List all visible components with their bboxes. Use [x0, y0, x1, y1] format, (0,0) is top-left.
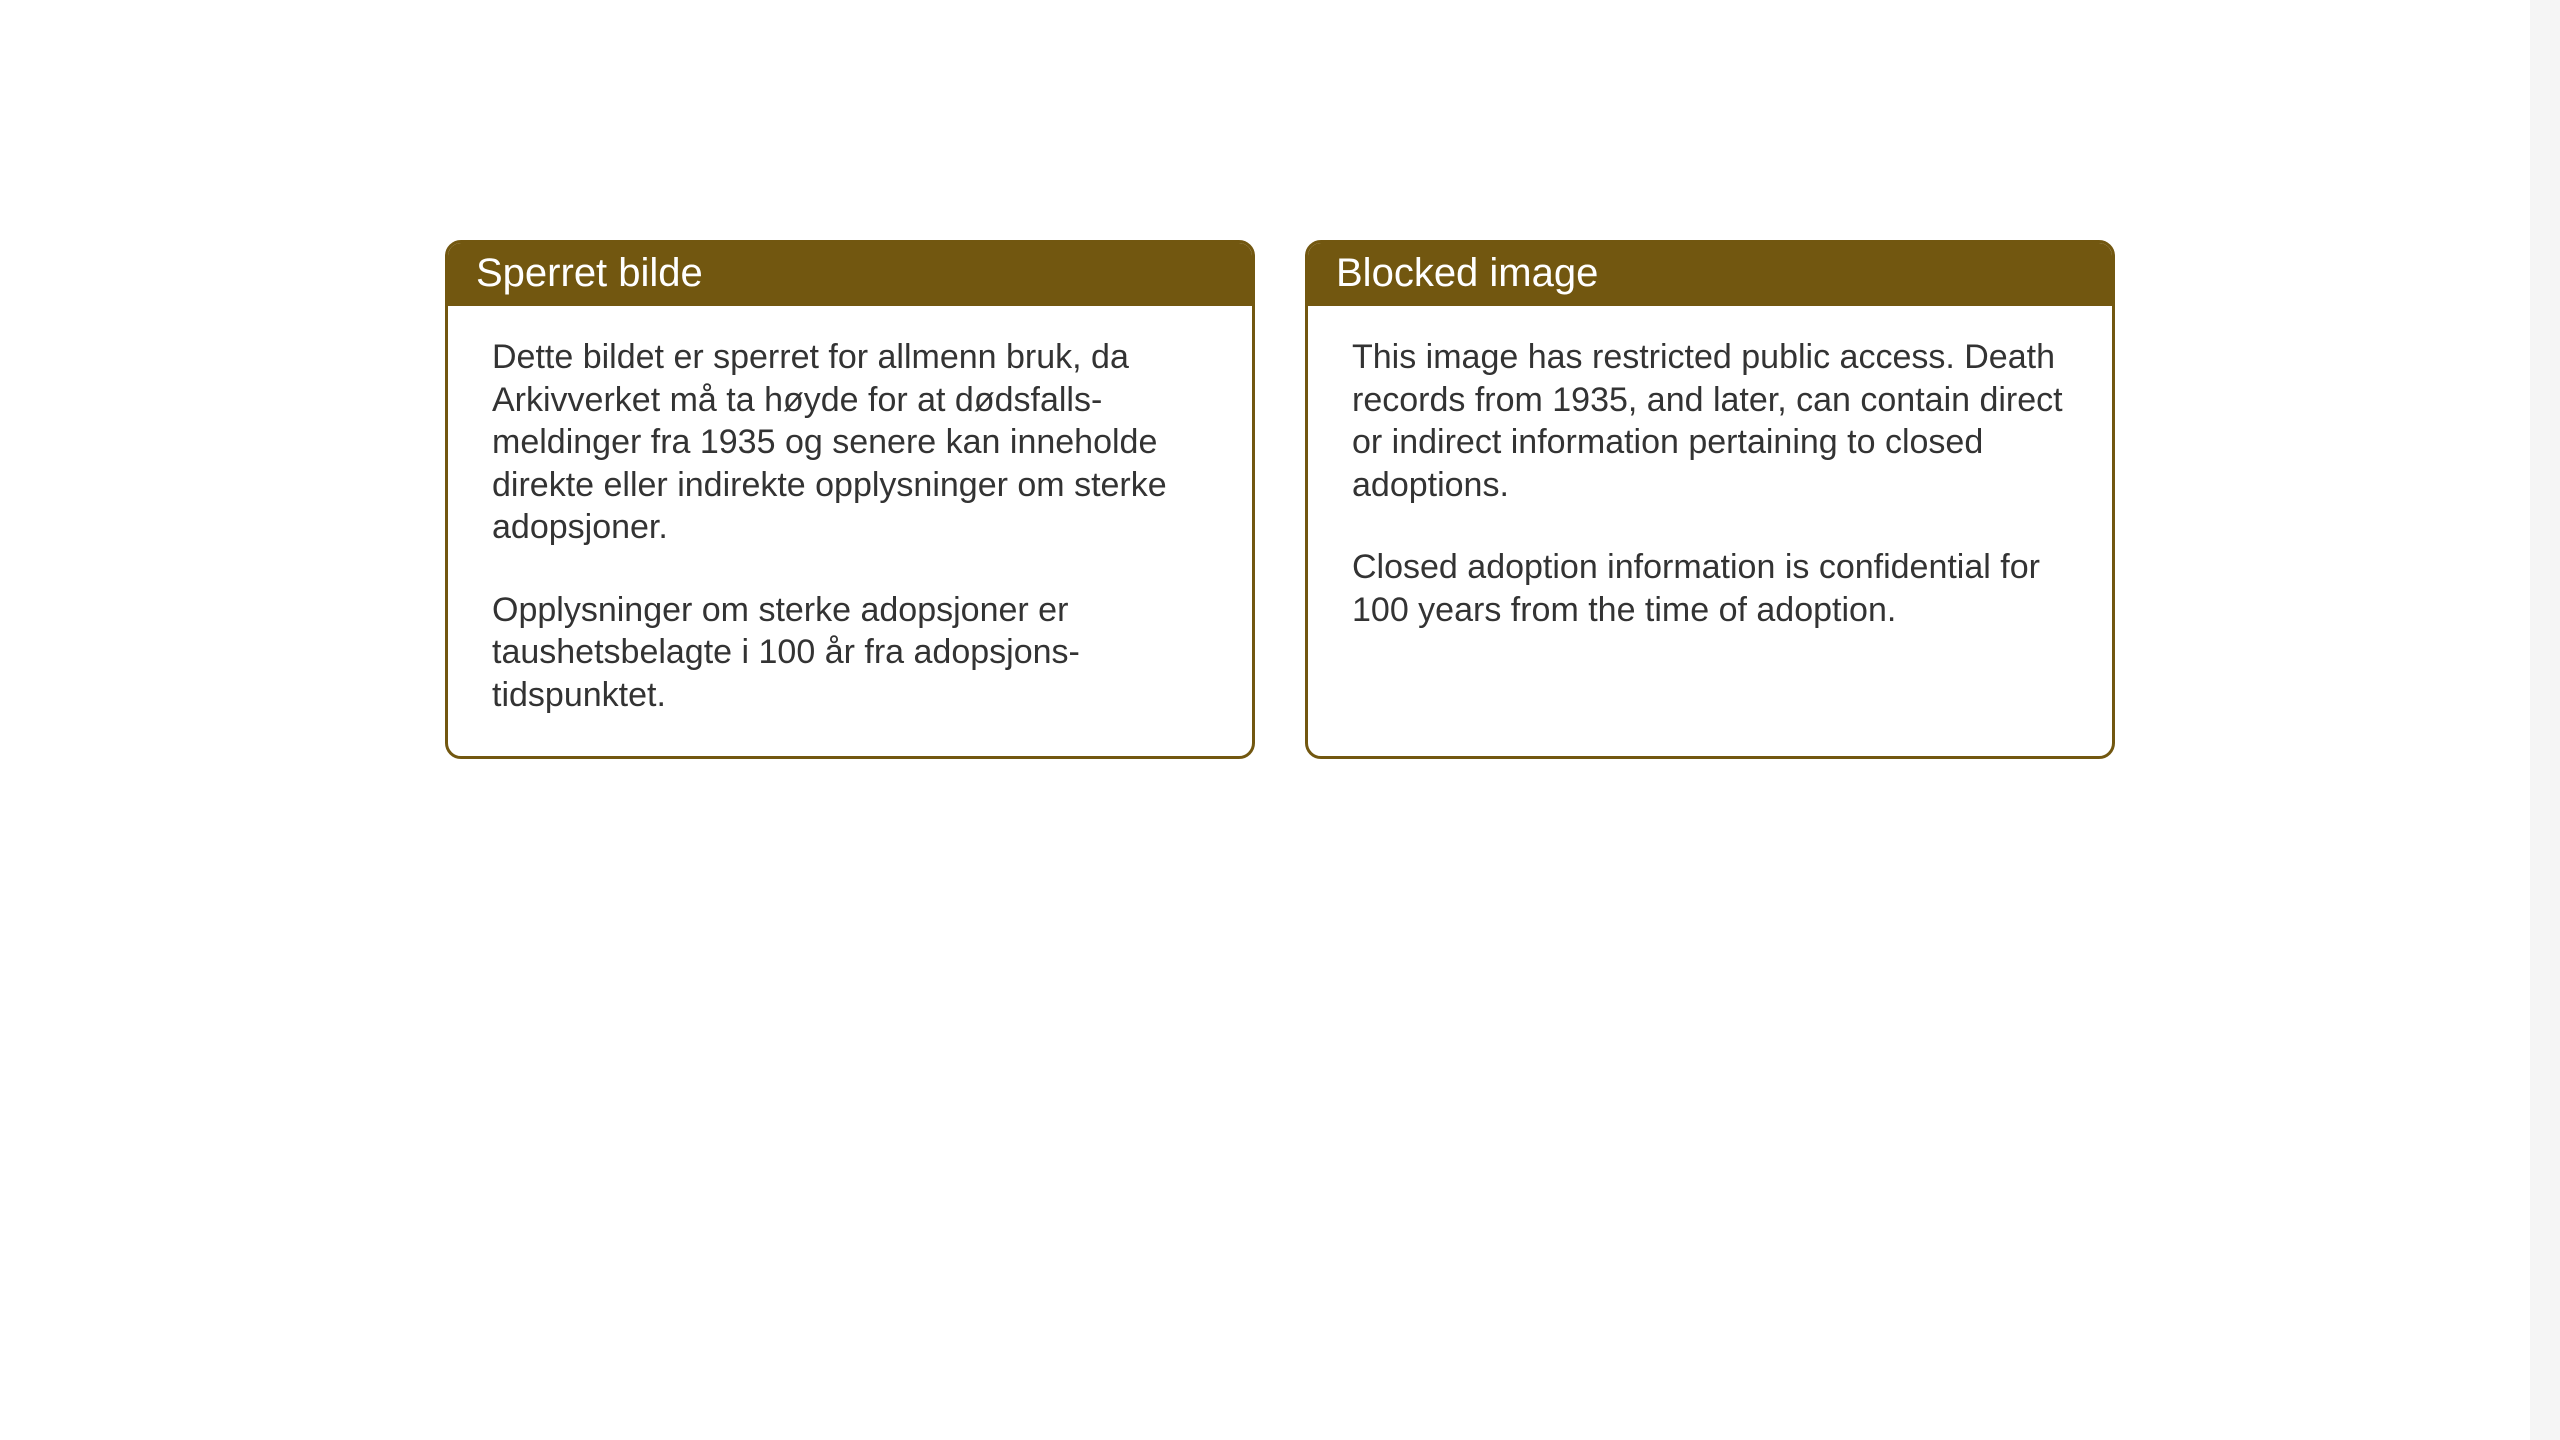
english-notice-card: Blocked image This image has restricted …	[1305, 240, 2115, 759]
norwegian-card-title: Sperret bilde	[448, 243, 1252, 306]
norwegian-notice-card: Sperret bilde Dette bildet er sperret fo…	[445, 240, 1255, 759]
norwegian-paragraph-2: Opplysninger om sterke adopsjoner er tau…	[492, 589, 1208, 717]
norwegian-paragraph-1: Dette bildet er sperret for allmenn bruk…	[492, 336, 1208, 549]
notice-container: Sperret bilde Dette bildet er sperret fo…	[445, 240, 2115, 759]
norwegian-card-body: Dette bildet er sperret for allmenn bruk…	[448, 306, 1252, 756]
english-paragraph-2: Closed adoption information is confident…	[1352, 546, 2068, 631]
english-paragraph-1: This image has restricted public access.…	[1352, 336, 2068, 506]
english-card-body: This image has restricted public access.…	[1308, 306, 2112, 736]
scrollbar-track[interactable]	[2530, 0, 2560, 1440]
english-card-title: Blocked image	[1308, 243, 2112, 306]
